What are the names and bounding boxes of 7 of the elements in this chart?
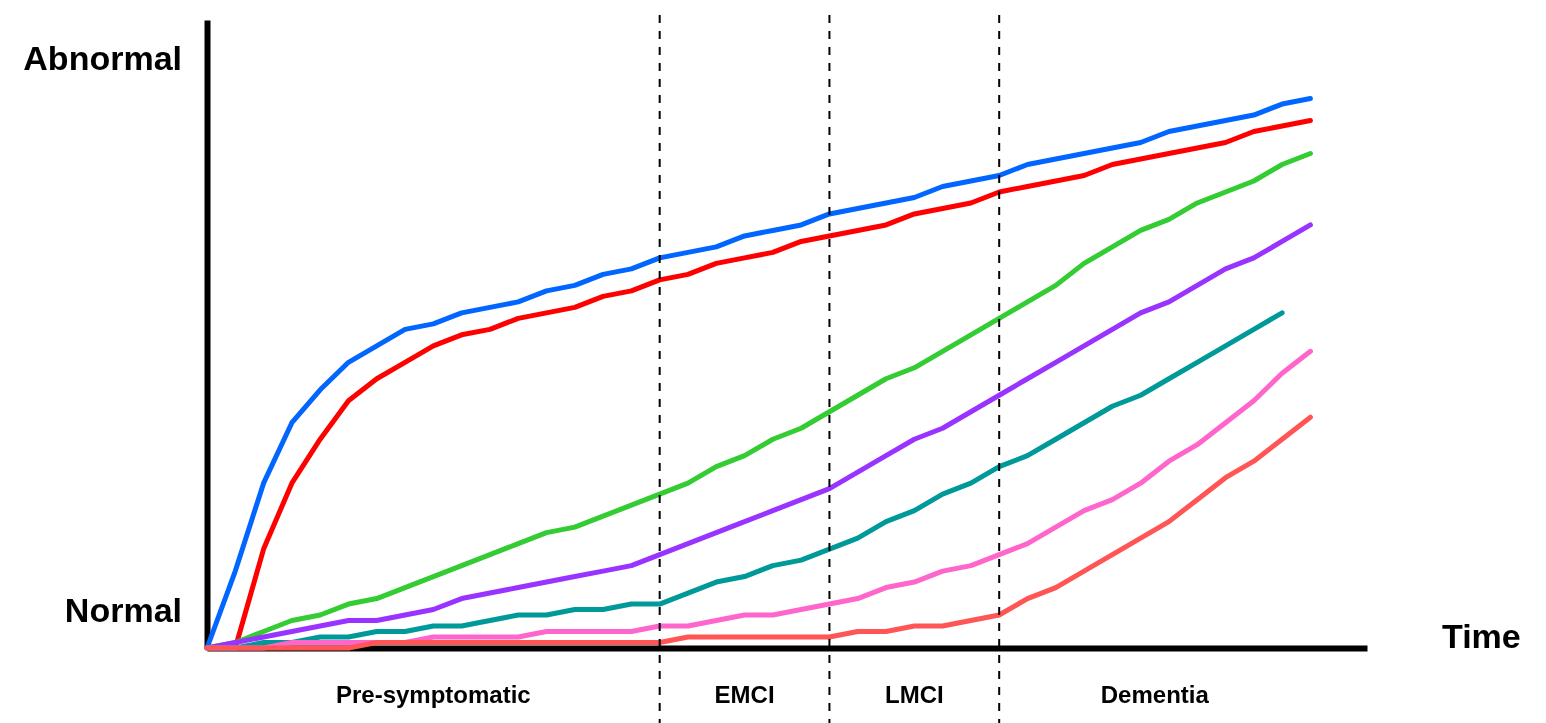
text: LMCI xyxy=(884,681,944,708)
text: Abnormal xyxy=(23,39,182,77)
text: Dementia xyxy=(1100,681,1210,708)
text: EMCI xyxy=(714,681,775,708)
text: Normal xyxy=(64,591,182,629)
text: Pre-symptomatic xyxy=(335,681,531,708)
x-axis-title: Time xyxy=(1442,617,1521,655)
